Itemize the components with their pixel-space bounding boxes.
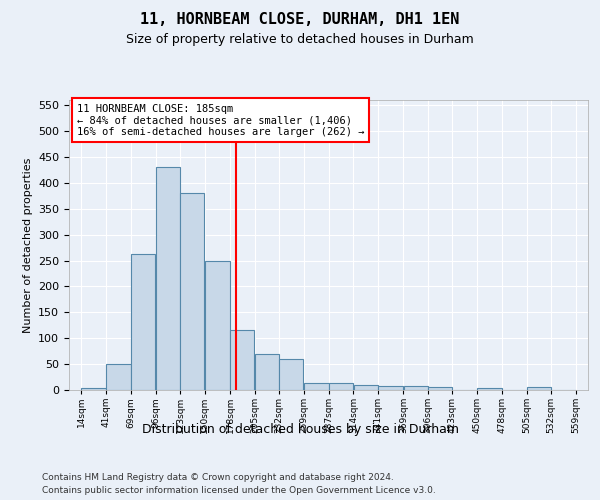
Bar [477,388,502,390]
Text: Size of property relative to detached houses in Durham: Size of property relative to detached ho… [126,32,474,46]
Text: Distribution of detached houses by size in Durham: Distribution of detached houses by size … [142,422,458,436]
Bar [156,168,180,390]
Bar [329,384,353,390]
Bar [181,193,205,390]
Text: Contains HM Land Registry data © Crown copyright and database right 2024.: Contains HM Land Registry data © Crown c… [42,472,394,482]
Text: 11 HORNBEAM CLOSE: 185sqm
← 84% of detached houses are smaller (1,406)
16% of se: 11 HORNBEAM CLOSE: 185sqm ← 84% of detac… [77,104,364,137]
Bar [82,388,106,390]
Bar [131,254,155,390]
Bar [279,359,304,390]
Bar [304,384,329,390]
Y-axis label: Number of detached properties: Number of detached properties [23,158,32,332]
Bar [230,330,254,390]
Bar [428,388,452,390]
Bar [353,386,378,390]
Text: Contains public sector information licensed under the Open Government Licence v3: Contains public sector information licen… [42,486,436,495]
Bar [378,386,403,390]
Bar [404,386,428,390]
Bar [106,364,131,390]
Bar [527,388,551,390]
Bar [255,354,279,390]
Bar [205,260,230,390]
Text: 11, HORNBEAM CLOSE, DURHAM, DH1 1EN: 11, HORNBEAM CLOSE, DURHAM, DH1 1EN [140,12,460,28]
